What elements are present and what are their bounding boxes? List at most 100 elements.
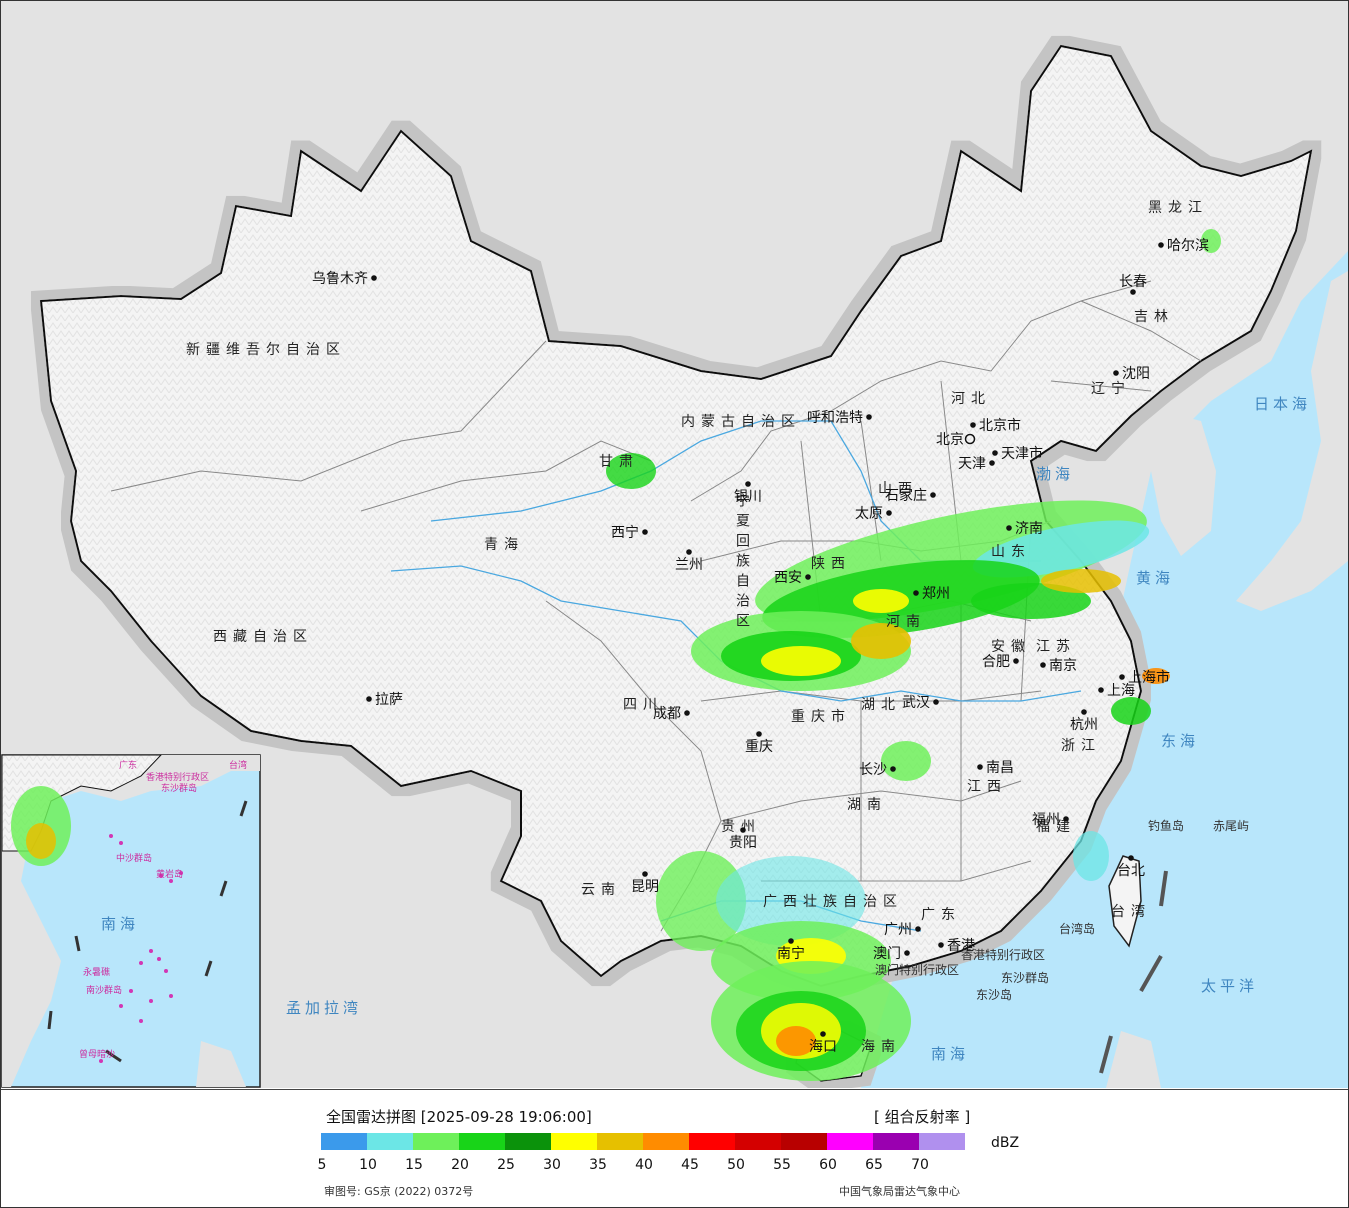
island-label: 香港特别行政区 — [961, 947, 1045, 962]
scale-tick: 50 — [727, 1157, 745, 1173]
color-swatch — [367, 1133, 413, 1150]
legend-panel: 全国雷达拼图 [2025-09-28 19:06:00] [ 组合反射率 ] d… — [1, 1089, 1348, 1207]
city-marker — [642, 871, 648, 877]
color-swatch — [873, 1133, 919, 1150]
province-label: 海南 — [861, 1039, 901, 1055]
province-label: 西藏自治区 — [213, 629, 313, 645]
city-label: 乌鲁木齐 — [312, 271, 368, 287]
korea — [1151, 411, 1216, 556]
scale-tick: 35 — [589, 1157, 607, 1173]
scale-tick: 30 — [543, 1157, 561, 1173]
inset-label: 黄岩岛 — [156, 868, 183, 880]
color-swatch — [827, 1133, 873, 1150]
city-label: 哈尔滨 — [1167, 238, 1209, 254]
city-label: 海口 — [809, 1039, 837, 1055]
city-label: 武汉 — [902, 695, 930, 711]
island-label: 东沙群岛 — [1001, 970, 1049, 985]
city-label: 天津 — [958, 456, 986, 472]
province-label: 河北 — [951, 391, 991, 407]
province-label: 台湾 — [1111, 903, 1151, 920]
island-label: 东沙岛 — [976, 987, 1012, 1002]
province-label: 甘肃 — [599, 454, 639, 470]
island-label: 台湾岛 — [1059, 921, 1095, 936]
inset-label: 台湾 — [229, 759, 247, 771]
city-marker — [1063, 816, 1069, 822]
city-marker — [933, 699, 939, 705]
city-marker — [788, 938, 794, 944]
province-label: 湖北 — [861, 697, 901, 713]
province-label: 重庆市 — [791, 708, 851, 725]
city-label: 长沙 — [859, 762, 887, 778]
city-label: 沈阳 — [1122, 366, 1150, 382]
city-marker — [938, 942, 944, 948]
sea-label: 南海 — [931, 1045, 969, 1063]
color-swatch — [919, 1133, 965, 1150]
city-label: 杭州 — [1070, 717, 1098, 733]
color-swatch — [735, 1133, 781, 1150]
city-label: 天津市 — [1001, 445, 1043, 462]
city-marker — [820, 1031, 826, 1037]
province-label: 四川 — [623, 697, 663, 713]
city-label: 南京 — [1049, 658, 1077, 674]
city-marker — [964, 433, 976, 445]
city-label: 澳门 — [873, 946, 901, 962]
province-label: 云南 — [581, 882, 621, 898]
province-label: 广西壮族自治区 — [763, 894, 903, 910]
city-marker — [1081, 709, 1087, 715]
scale-tick: 20 — [451, 1157, 469, 1173]
city-label: 重庆 — [745, 739, 773, 755]
color-swatch — [413, 1133, 459, 1150]
province-label: 山东 — [991, 544, 1031, 560]
inset-label: 南海 — [101, 915, 139, 933]
luzon — [1106, 1031, 1161, 1088]
color-swatch — [551, 1133, 597, 1150]
color-swatch — [781, 1133, 827, 1150]
city-label: 呼和浩特 — [807, 410, 863, 426]
color-swatch — [459, 1133, 505, 1150]
data-source: 中国气象局雷达气象中心 — [839, 1185, 960, 1198]
city-marker — [686, 549, 692, 555]
city-marker — [1006, 525, 1012, 531]
province-label: 浙江 — [1061, 738, 1101, 754]
city-marker — [756, 731, 762, 737]
city-marker — [684, 710, 690, 716]
sea-label: 孟加拉湾 — [286, 999, 362, 1017]
inset-label: 中沙群岛 — [116, 852, 152, 864]
color-swatch — [321, 1133, 367, 1150]
inset-label: 永暑礁 — [83, 966, 110, 978]
city-label: 昆明 — [631, 879, 659, 895]
city-marker — [740, 827, 746, 833]
city-label: 西宁 — [611, 524, 639, 541]
radar-echoes — [606, 229, 1221, 1081]
scale-tick: 5 — [317, 1157, 327, 1173]
city-marker — [1158, 242, 1164, 248]
city-label: 银川 — [734, 489, 762, 505]
mosaic-title: 全国雷达拼图 [2025-09-28 19:06:00] — [326, 1108, 592, 1126]
scale-tick: 40 — [635, 1157, 653, 1173]
inset-label: 东沙群岛 — [161, 782, 197, 794]
scale-tick: 45 — [681, 1157, 699, 1173]
china-outline — [39, 44, 1313, 988]
city-marker — [1113, 370, 1119, 376]
city-label: 福州 — [1032, 812, 1060, 828]
scale-tick: 70 — [911, 1157, 929, 1173]
scale-tick: 55 — [773, 1157, 791, 1173]
inset-label: 南沙群岛 — [86, 984, 122, 996]
inset-label: 曾母暗沙 — [79, 1048, 115, 1060]
city-marker — [915, 926, 921, 932]
province-label: 宁夏回族自治区 — [734, 492, 750, 633]
scale-tick: 65 — [865, 1157, 883, 1173]
province-label: 青海 — [484, 537, 524, 553]
province-label: 辽宁 — [1091, 380, 1131, 397]
city-marker — [886, 510, 892, 516]
city-label: 上海市 — [1128, 669, 1170, 686]
island-label: 澳门特别行政区 — [875, 962, 959, 977]
unit-label: dBZ — [991, 1135, 1020, 1151]
city-marker — [1013, 658, 1019, 664]
taiwan — [1108, 855, 1142, 948]
city-label: 广州 — [884, 922, 912, 938]
